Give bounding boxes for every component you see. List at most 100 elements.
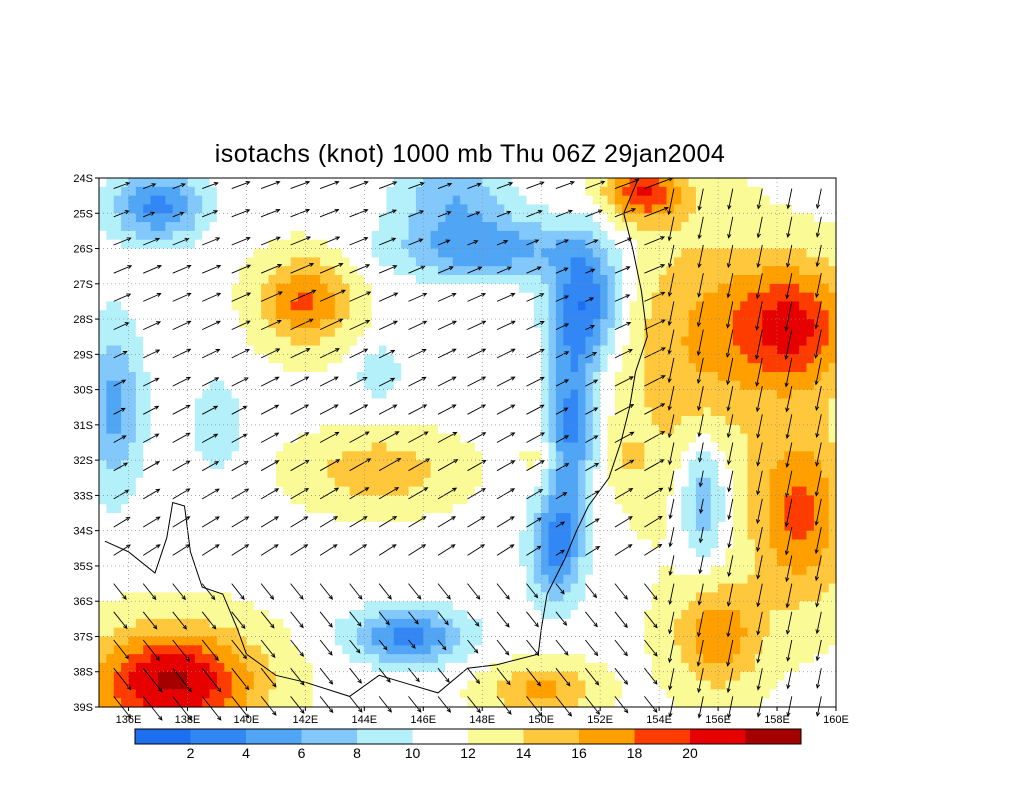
field-cell	[592, 654, 601, 664]
field-cell	[710, 248, 719, 258]
field-cell	[305, 539, 314, 549]
field-cell	[305, 230, 314, 241]
field-cell	[121, 539, 130, 549]
field-cell	[157, 178, 166, 188]
field-cell	[607, 239, 616, 250]
field-cell	[246, 407, 255, 417]
field-cell	[482, 627, 491, 638]
field-cell	[327, 698, 336, 708]
field-cell	[401, 592, 410, 602]
field-cell	[570, 698, 579, 708]
field-cell	[614, 178, 623, 188]
field-cell	[533, 671, 542, 682]
field-cell	[519, 645, 528, 655]
field-cell	[253, 680, 262, 690]
field-cell	[342, 460, 351, 470]
field-cell	[681, 618, 690, 629]
field-cell	[474, 230, 483, 241]
field-cell	[275, 424, 284, 435]
field-cell	[592, 671, 601, 682]
field-cell	[585, 345, 594, 355]
field-cell	[290, 557, 299, 567]
field-cell	[430, 178, 439, 188]
field-cell	[143, 248, 152, 258]
field-cell	[283, 662, 292, 673]
field-cell	[246, 610, 255, 620]
field-cell	[209, 204, 218, 214]
field-cell	[467, 398, 476, 408]
field-cell	[283, 230, 292, 241]
field-cell	[541, 671, 550, 682]
field-cell	[673, 601, 682, 611]
field-cell	[489, 195, 498, 206]
field-cell	[290, 398, 299, 408]
field-cell	[356, 460, 365, 470]
field-cell	[113, 266, 122, 276]
field-cell	[320, 195, 329, 206]
field-cell	[563, 574, 572, 585]
field-cell	[393, 354, 402, 364]
field-cell	[600, 292, 609, 303]
field-cell	[209, 424, 218, 435]
field-cell	[504, 442, 513, 452]
field-cell	[526, 363, 535, 373]
field-cell	[312, 671, 321, 682]
field-cell	[172, 283, 181, 294]
field-cell	[202, 442, 211, 452]
field-cell	[342, 513, 351, 523]
field-cell	[194, 495, 203, 505]
field-cell	[578, 389, 587, 400]
field-cell	[452, 671, 461, 682]
field-cell	[327, 574, 336, 585]
field-cell	[423, 380, 432, 391]
field-cell	[585, 248, 594, 258]
field-cell	[246, 645, 255, 655]
field-cell	[438, 354, 446, 364]
field-cell	[548, 592, 557, 602]
field-cell	[379, 222, 388, 232]
field-cell	[349, 521, 358, 532]
field-cell	[445, 416, 454, 426]
field-cell	[261, 698, 270, 708]
field-cell	[334, 345, 343, 355]
field-cell	[253, 460, 262, 470]
field-cell	[364, 283, 373, 294]
field-cell	[364, 336, 373, 347]
field-cell	[99, 389, 107, 400]
field-cell	[364, 354, 373, 364]
field-cell	[106, 363, 115, 373]
field-cell	[135, 548, 144, 558]
field-cell	[393, 636, 402, 646]
field-cell	[415, 671, 424, 682]
field-cell	[563, 610, 572, 620]
field-cell	[320, 601, 329, 611]
field-cell	[268, 565, 277, 576]
field-cell	[423, 592, 432, 602]
field-cell	[430, 363, 439, 373]
field-cell	[231, 477, 240, 488]
field-cell	[327, 319, 336, 329]
field-cell	[504, 557, 513, 567]
field-cell	[157, 495, 166, 505]
field-cell	[430, 230, 439, 241]
field-cell	[261, 636, 270, 646]
field-cell	[379, 266, 388, 276]
field-cell	[128, 618, 137, 629]
field-cell	[275, 645, 284, 655]
field-cell	[555, 636, 564, 646]
field-cell	[673, 195, 682, 206]
field-cell	[268, 274, 277, 285]
field-cell	[474, 398, 483, 408]
field-cell	[578, 601, 587, 611]
field-cell	[180, 592, 189, 602]
field-cell	[356, 345, 365, 355]
field-cell	[563, 398, 572, 408]
field-cell	[482, 645, 491, 655]
field-cell	[401, 583, 410, 593]
field-cell	[113, 654, 122, 664]
field-cell	[614, 266, 623, 276]
field-cell	[224, 230, 233, 241]
field-cell	[268, 363, 277, 373]
field-cell	[99, 416, 107, 426]
field-cell	[637, 407, 645, 417]
